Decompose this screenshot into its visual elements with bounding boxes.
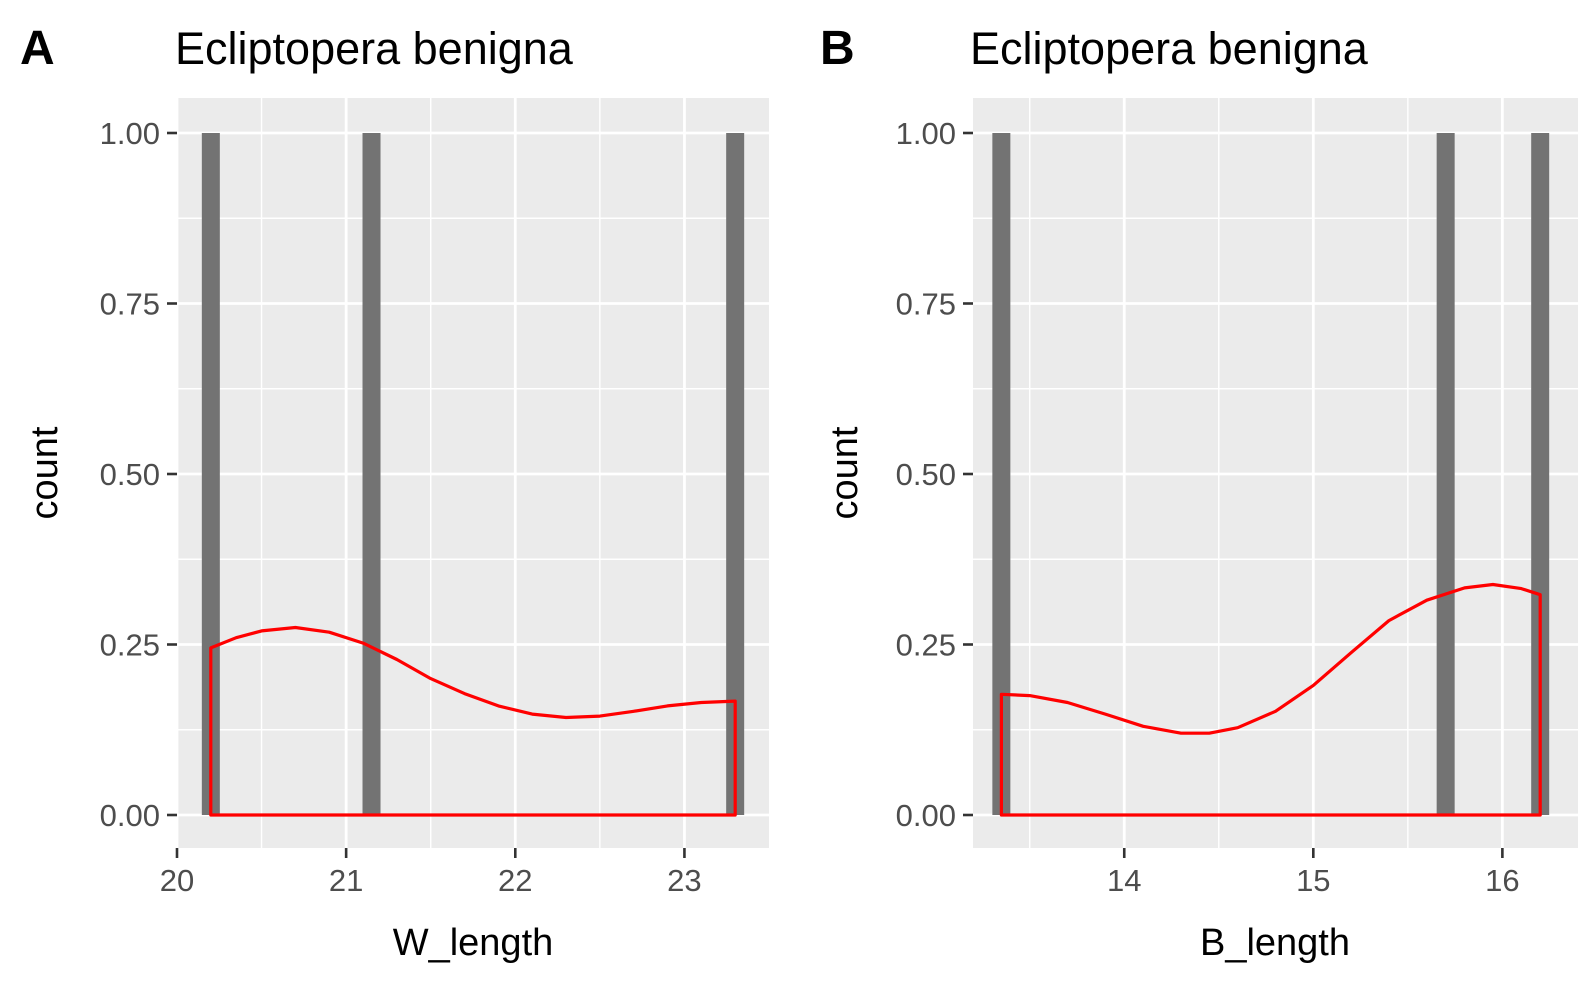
panel-b-bar — [1436, 133, 1455, 815]
panel-b-y-tick-label: 1.00 — [896, 116, 956, 151]
panel-b-x-tick-label: 14 — [1107, 863, 1141, 898]
panel-b-y-tick-label: 0.00 — [896, 798, 956, 833]
panel-b-y-tick-label: 0.50 — [896, 457, 956, 492]
panel-b-bars — [992, 133, 1550, 815]
panel-label-a: A — [20, 22, 55, 75]
panel-a-axes: 0.00 0.25 0.50 0.75 1.00 20 21 22 23 — [100, 116, 702, 898]
panel-b-density-curve — [999, 582, 1542, 817]
panel-b-bar — [1531, 133, 1550, 815]
panel-a-bar — [726, 133, 745, 815]
panel-a-title: Ecliptopera benigna — [175, 23, 574, 74]
panel-a-x-tick-label: 21 — [329, 863, 363, 898]
panel-b-y-tick-label: 0.75 — [896, 287, 956, 322]
panel-b-x-tick-label: 15 — [1296, 863, 1330, 898]
panel-a-bar — [362, 133, 381, 815]
panel-b-axes: 0.00 0.25 0.50 0.75 1.00 14 15 16 — [896, 116, 1520, 898]
panel-a-y-tick-label: 0.00 — [100, 798, 160, 833]
panel-a-y-axis-title: count — [24, 426, 66, 519]
panel-b-title: Ecliptopera benigna — [970, 23, 1369, 74]
panel-a-x-axis-title: W_length — [393, 922, 554, 964]
panel-b-x-tick-label: 16 — [1485, 863, 1519, 898]
panel-b-density-line — [999, 582, 1542, 817]
panel-label-b: B — [820, 22, 855, 75]
panel-a-x-tick-label: 20 — [160, 863, 194, 898]
panel-a-y-tick-label: 0.75 — [100, 287, 160, 322]
panel-a-y-tick-label: 1.00 — [100, 116, 160, 151]
panel-b-bar — [992, 133, 1011, 815]
panel-a-y-tick-label: 0.25 — [100, 628, 160, 663]
panel-a-x-tick-label: 22 — [498, 863, 532, 898]
panel-b-x-axis-title: B_length — [1200, 922, 1350, 964]
panel-a-x-tick-label: 23 — [667, 863, 701, 898]
panel-b: B Ecliptopera benigna 0.00 0.25 0.50 0.75 1.… — [820, 22, 1578, 964]
panel-b-y-tick-label: 0.25 — [896, 628, 956, 663]
panel-a-density-curve — [209, 625, 737, 817]
panel-b-y-axis-title: count — [824, 426, 866, 519]
panel-a: A Ecliptopera benigna 0.00 0.25 0.50 0.75 1.… — [20, 22, 769, 964]
panel-a-y-tick-label: 0.50 — [100, 457, 160, 492]
panel-a-density-line — [209, 625, 737, 817]
